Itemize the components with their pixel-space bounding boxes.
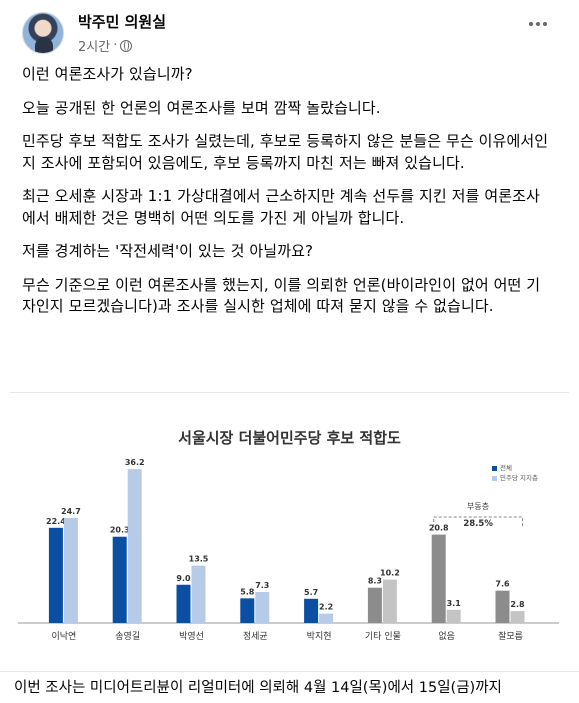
category-label: 박지현 — [307, 631, 332, 642]
more-options-icon[interactable] — [529, 22, 547, 26]
chart-title: 서울시장 더불어민주당 후보 적합도 — [178, 429, 401, 447]
annotation-value: 28.5% — [463, 519, 493, 529]
post-footer-text: 이번 조사는 미디어트리뷴이 리얼미터에 의뢰해 4월 14일(목)에서 15일… — [0, 671, 579, 703]
bar — [382, 579, 397, 623]
post-time[interactable]: 2시간 — [78, 40, 111, 55]
data-label: 5.7 — [304, 588, 318, 597]
data-label: 2.8 — [510, 600, 525, 609]
category-label: 기타 인물 — [365, 631, 401, 642]
data-label: 13.5 — [189, 555, 209, 564]
data-label: 7.6 — [495, 580, 510, 589]
bar — [48, 527, 63, 623]
legend-label: 전체 — [500, 464, 512, 472]
legend-item-dem: 민주당 지지층 — [492, 473, 538, 483]
chart-image[interactable]: 서울시장 더불어민주당 후보 적합도 전체 민주당 지지층 22.4 24.7 이낙… — [10, 392, 569, 670]
data-label: 24.7 — [61, 507, 81, 516]
bar — [240, 598, 255, 623]
bar — [495, 590, 510, 623]
bar — [304, 598, 319, 623]
post-paragraph: 이런 여론조사가 있습니까? — [22, 65, 193, 83]
category-label: 잘모름 — [498, 630, 523, 642]
post-paragraph: 저를 경계하는 '작전세력'이 있는 것 아닐까요? — [22, 242, 314, 260]
post-body: 이런 여론조사가 있습니까? 오늘 공개된 한 언론의 여론조사를 보며 깜짝 … — [22, 64, 552, 330]
data-label: 2.2 — [319, 603, 333, 612]
post-paragraph: 민주당 후보 적합도 조사가 실렸는데, 후보로 등록하지 않은 분들은 무슨 … — [22, 132, 549, 172]
category-label: 없음 — [438, 631, 455, 642]
chart-legend: 전체 민주당 지지층 — [492, 463, 538, 483]
category-label: 정세균 — [243, 631, 268, 642]
bar — [127, 469, 142, 623]
bar — [63, 518, 78, 623]
bar — [191, 565, 206, 623]
category-label: 송영길 — [115, 631, 140, 642]
data-label: 20.3 — [110, 526, 130, 535]
data-label: 7.3 — [255, 581, 269, 590]
author-name[interactable]: 박주민 의원실 — [78, 13, 167, 31]
data-label: 3.1 — [447, 599, 462, 608]
legend-label: 민주당 지지층 — [500, 474, 538, 482]
category-label: 박영선 — [179, 631, 204, 642]
data-label: 20.8 — [429, 524, 449, 533]
data-label: 5.8 — [240, 587, 255, 596]
bar — [367, 587, 382, 623]
avatar[interactable] — [22, 12, 64, 54]
annotation-bracket — [433, 516, 523, 527]
data-label: 36.2 — [125, 458, 145, 467]
category-label: 이낙연 — [51, 631, 76, 642]
globe-icon[interactable] — [120, 39, 133, 52]
post-paragraph: 최근 오세훈 시장과 1:1 가상대결에서 근소하지만 계속 선두를 지킨 저를… — [22, 187, 540, 227]
bar — [112, 536, 127, 623]
bar-chart: 22.424.7 이낙연 20.3 36.2 송영길 9.0 13.5 박영선 5.87.3 정세… — [18, 458, 559, 642]
data-label: 8.3 — [368, 577, 382, 586]
post-meta: 2시간 · — [78, 36, 133, 55]
data-label: 22.4 — [46, 517, 66, 526]
bar — [431, 534, 446, 623]
post-paragraph: 무슨 기준으로 이런 여론조사를 했는지, 이를 의뢰한 언론(바이라인이 없어… — [22, 275, 541, 316]
post-header: 박주민 의원실 2시간 · — [0, 0, 579, 62]
bar — [176, 584, 191, 623]
bar — [510, 611, 525, 623]
bar — [319, 613, 334, 623]
post-paragraph: 오늘 공개된 한 언론의 여론조사를 보며 깜짝 놀랐습니다. — [22, 98, 381, 117]
separator-dot: · — [113, 38, 118, 53]
data-label: 9.0 — [176, 574, 191, 583]
data-label: 10.2 — [380, 569, 400, 578]
bar — [255, 591, 270, 623]
legend-item-total: 전체 — [492, 463, 538, 473]
bar — [446, 609, 461, 623]
annotation-label: 부동층 — [467, 502, 489, 511]
